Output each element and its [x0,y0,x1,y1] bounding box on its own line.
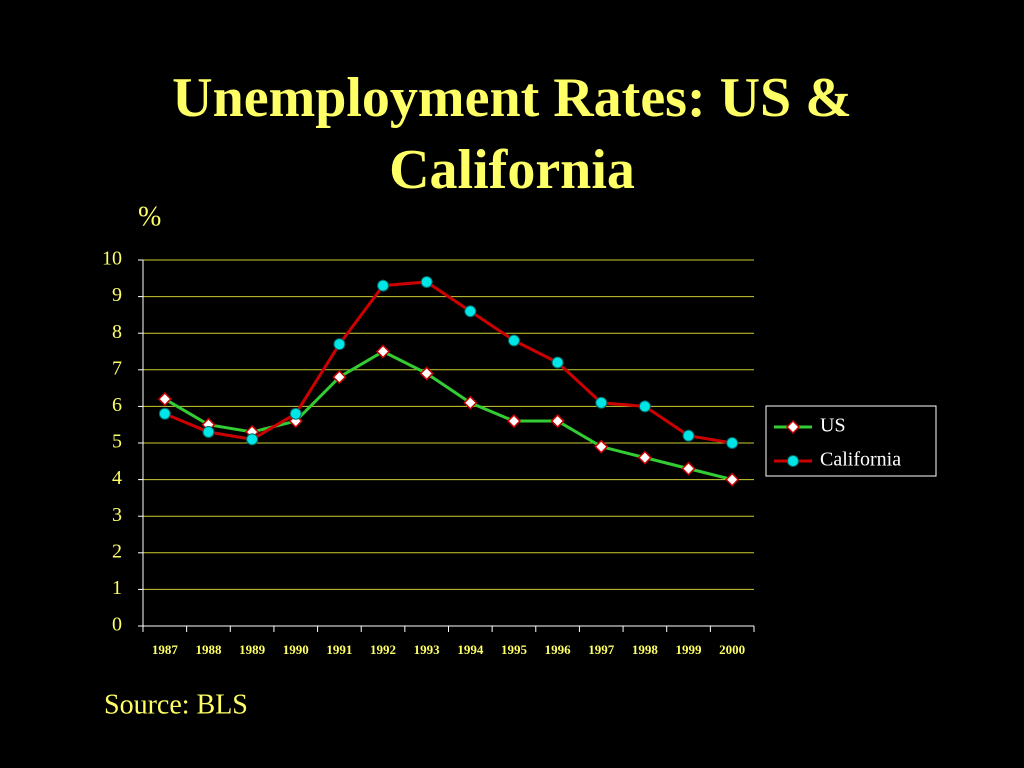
data-point [681,461,696,476]
data-point [157,392,172,407]
data-point [725,472,740,487]
data-point [464,305,477,318]
y-tick-label: 1 [112,577,122,599]
data-point [726,437,739,449]
x-tick-label: 1990 [283,642,309,657]
data-point [202,426,215,439]
chart-title: Unemployment Rates: US & California [172,67,852,201]
y-axis-label: % [138,201,161,232]
data-point [594,439,609,454]
data-point [377,279,390,292]
data-point [637,450,652,465]
x-tick-label: 1989 [239,642,266,657]
x-tick-label: 1991 [326,642,352,657]
data-point [638,400,651,413]
data-point [289,407,302,420]
data-point [507,334,520,347]
x-tick-label: 1995 [501,642,528,657]
data-point [375,344,391,359]
x-tick-label: 1988 [195,642,222,657]
data-point [419,366,434,381]
data-point [506,413,522,429]
legend-label: US [820,415,846,437]
data-point [420,275,433,288]
y-tick-label: 9 [112,284,122,306]
x-tick-label: 1992 [370,642,396,657]
x-tick-label: 2000 [719,642,745,657]
data-point [550,413,565,429]
y-tick-label: 7 [112,357,122,379]
y-tick-label: 2 [112,540,122,562]
y-tick-label: 5 [112,431,122,453]
x-tick-label: 1996 [545,642,572,657]
y-tick-label: 8 [112,321,122,343]
data-point [332,370,347,385]
data-point [551,356,564,369]
x-tick-label: 1999 [676,642,703,657]
source-note: Source: BLS [104,689,248,720]
legend-marker [787,455,799,467]
y-tick-label: 10 [102,248,122,270]
series-line [164,280,733,445]
y-tick-label: 6 [112,394,122,416]
y-tick-label: 0 [112,614,122,636]
x-tick-label: 1994 [457,642,484,657]
x-tick-label: 1998 [632,642,659,657]
x-tick-label: 1997 [588,642,615,657]
legend-marker [785,419,801,435]
data-point [595,396,608,409]
x-tick-label: 1993 [414,642,441,657]
x-tick-label: 1987 [152,642,179,657]
data-point [333,338,346,351]
y-tick-label: 3 [112,504,122,526]
series-line [164,349,733,482]
legend-label: California [820,449,901,471]
data-point [246,433,259,446]
y-tick-label: 4 [112,467,122,489]
data-point [158,407,171,420]
data-point [682,429,695,442]
data-point [463,395,478,410]
